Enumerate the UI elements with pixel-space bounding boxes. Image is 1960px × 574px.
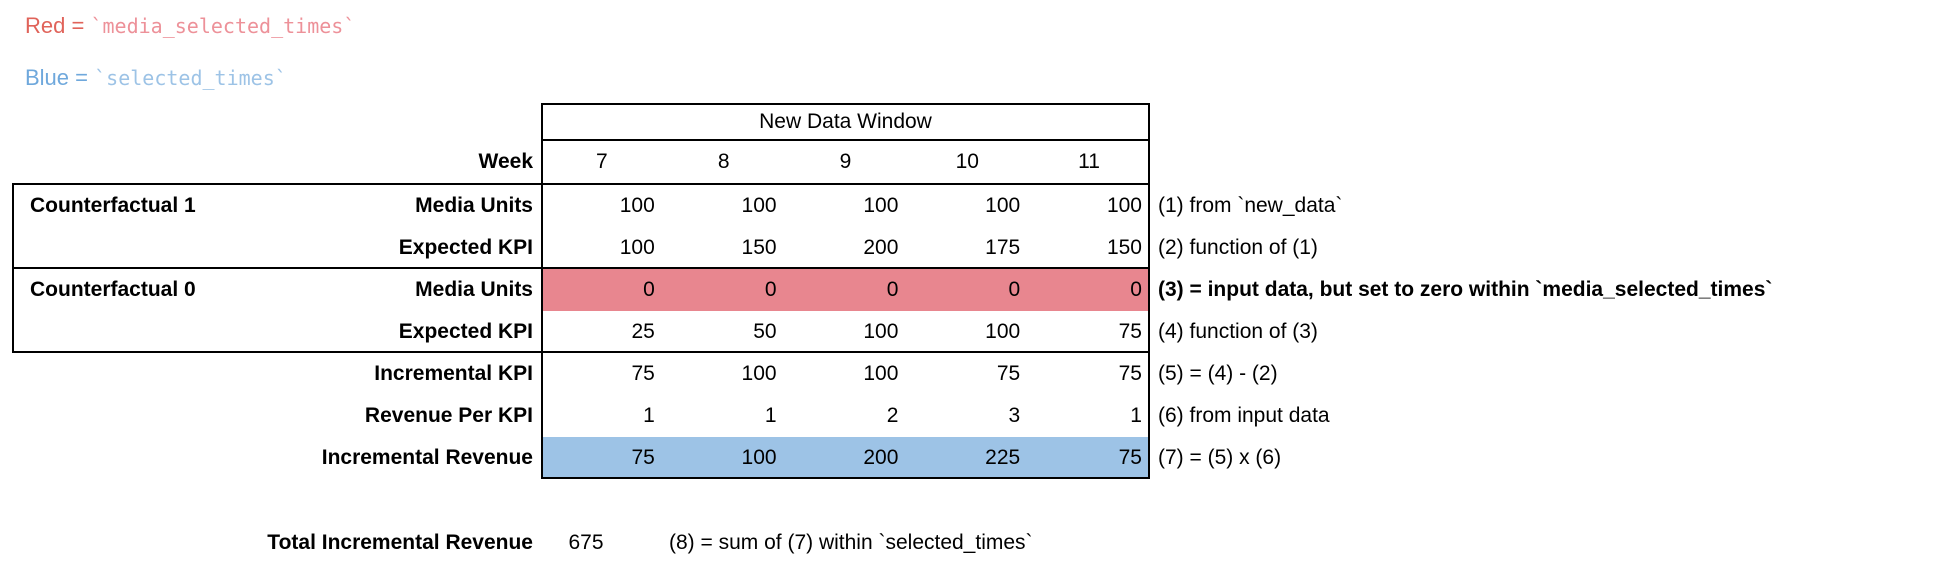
row-annotation: (2) function of (1) bbox=[1158, 236, 1318, 259]
cell: 150 bbox=[741, 236, 777, 259]
row-annotation: (6) from input data bbox=[1158, 404, 1330, 427]
total-annotation: (8) = sum of (7) within `selected_times` bbox=[669, 531, 1033, 554]
row-fill-red bbox=[543, 269, 1148, 311]
legend-red-code: `media_selected_times` bbox=[90, 14, 356, 38]
divider-line bbox=[541, 139, 1150, 141]
row-cells: 75 100 100 75 75 bbox=[541, 353, 1150, 395]
cell: 100 bbox=[741, 194, 777, 217]
row-cells: 1 1 2 3 1 bbox=[541, 395, 1150, 437]
group-label-counterfactual-1: Counterfactual 1 bbox=[30, 194, 196, 217]
table-row: Incremental Revenue 75 100 200 225 75 (7… bbox=[0, 437, 1960, 479]
divider-line bbox=[12, 267, 1150, 269]
table-header: New Data Window bbox=[759, 110, 932, 133]
cell: 75 bbox=[631, 446, 655, 469]
row-label: Revenue Per KPI bbox=[364, 404, 533, 427]
row-annotation: (5) = (4) - (2) bbox=[1158, 362, 1278, 385]
row-cells: 75 100 200 225 75 bbox=[541, 437, 1150, 479]
row-label: Expected KPI bbox=[398, 236, 533, 259]
group-label-counterfactual-0: Counterfactual 0 bbox=[30, 278, 196, 301]
table-row: Incremental KPI 75 100 100 75 75 (5) = (… bbox=[0, 353, 1960, 395]
week-cell: 7 bbox=[596, 150, 608, 173]
divider-line bbox=[541, 103, 543, 479]
week-row: Week 7 8 9 10 11 bbox=[0, 141, 1960, 183]
cell: 0 bbox=[1130, 278, 1142, 301]
cell: 0 bbox=[764, 278, 777, 301]
cell: 75 bbox=[996, 362, 1021, 385]
cell: 0 bbox=[643, 278, 655, 301]
week-cell: 10 bbox=[955, 150, 979, 173]
cell: 175 bbox=[985, 236, 1021, 259]
cell: 100 bbox=[619, 194, 655, 217]
row-cells: 7 8 9 10 11 bbox=[541, 141, 1150, 183]
divider-line bbox=[541, 103, 1150, 105]
cell: 1 bbox=[643, 404, 655, 427]
row-label: Media Units bbox=[415, 194, 533, 217]
cell: 100 bbox=[863, 194, 899, 217]
cell: 1 bbox=[764, 404, 777, 427]
legend-red-label: Red = bbox=[25, 13, 85, 38]
cell: 2 bbox=[886, 404, 899, 427]
total-label: Total Incremental Revenue bbox=[267, 531, 533, 554]
divider-line bbox=[1148, 103, 1150, 479]
table-row: Counterfactual 0 Media Units 0 0 0 0 0 (… bbox=[0, 269, 1960, 311]
cell: 100 bbox=[985, 320, 1021, 343]
week-label: Week bbox=[478, 150, 533, 173]
cell: 100 bbox=[741, 446, 777, 469]
table-row: Expected KPI 100 150 200 175 150 (2) fun… bbox=[0, 227, 1960, 269]
row-label: Media Units bbox=[415, 278, 533, 301]
cell: 100 bbox=[1106, 194, 1142, 217]
legend-blue-line: Blue = `selected_times` bbox=[25, 52, 355, 104]
total-value: 675 bbox=[568, 531, 604, 554]
row-cells: 100 100 100 100 100 bbox=[541, 185, 1150, 227]
row-annotation: (4) function of (3) bbox=[1158, 320, 1318, 343]
cell: 150 bbox=[1106, 236, 1142, 259]
table-row: Expected KPI 25 50 100 100 75 (4) functi… bbox=[0, 311, 1960, 353]
cell: 75 bbox=[1118, 362, 1142, 385]
cell: 50 bbox=[753, 320, 777, 343]
cell: 200 bbox=[863, 446, 899, 469]
divider-line bbox=[12, 183, 14, 353]
row-label: Incremental KPI bbox=[374, 362, 533, 385]
row-cells: 100 150 200 175 150 bbox=[541, 227, 1150, 269]
cell: 100 bbox=[863, 362, 899, 385]
cell: 3 bbox=[1008, 404, 1021, 427]
cell: 100 bbox=[619, 236, 655, 259]
total-row: Total Incremental Revenue 675 (8) = sum … bbox=[0, 522, 1960, 564]
divider-line bbox=[541, 477, 1150, 479]
cell: 200 bbox=[863, 236, 899, 259]
cell: 225 bbox=[985, 446, 1021, 469]
legend: Red = `media_selected_times` Blue = `sel… bbox=[25, 0, 355, 104]
row-label: Expected KPI bbox=[398, 320, 533, 343]
week-cell: 8 bbox=[717, 150, 730, 173]
cell: 100 bbox=[741, 362, 777, 385]
table-row: Revenue Per KPI 1 1 2 3 1 (6) from input… bbox=[0, 395, 1960, 437]
cell: 25 bbox=[631, 320, 655, 343]
row-annotation: (3) = input data, but set to zero within… bbox=[1158, 278, 1773, 301]
divider-line bbox=[12, 351, 1150, 353]
week-cell: 11 bbox=[1078, 150, 1100, 173]
divider-line bbox=[12, 183, 1150, 185]
cell: 100 bbox=[985, 194, 1021, 217]
cell: 75 bbox=[1118, 320, 1142, 343]
row-annotation: (1) from `new_data` bbox=[1158, 194, 1343, 217]
legend-blue-code: `selected_times` bbox=[94, 66, 287, 90]
row-label: Incremental Revenue bbox=[321, 446, 533, 469]
cell: 75 bbox=[1118, 446, 1142, 469]
week-cell: 9 bbox=[839, 150, 852, 173]
cell: 0 bbox=[886, 278, 899, 301]
legend-red-line: Red = `media_selected_times` bbox=[25, 0, 355, 52]
legend-blue-label: Blue = bbox=[25, 65, 88, 90]
row-annotation: (7) = (5) x (6) bbox=[1158, 446, 1282, 469]
row-cells: 0 0 0 0 0 bbox=[541, 269, 1150, 311]
cell: 75 bbox=[631, 362, 655, 385]
row-cells: 25 50 100 100 75 bbox=[541, 311, 1150, 353]
cell: 1 bbox=[1130, 404, 1142, 427]
table-row: Counterfactual 1 Media Units 100 100 100… bbox=[0, 185, 1960, 227]
cell: 100 bbox=[863, 320, 899, 343]
cell: 0 bbox=[1008, 278, 1021, 301]
row-fill-blue bbox=[543, 437, 1148, 477]
